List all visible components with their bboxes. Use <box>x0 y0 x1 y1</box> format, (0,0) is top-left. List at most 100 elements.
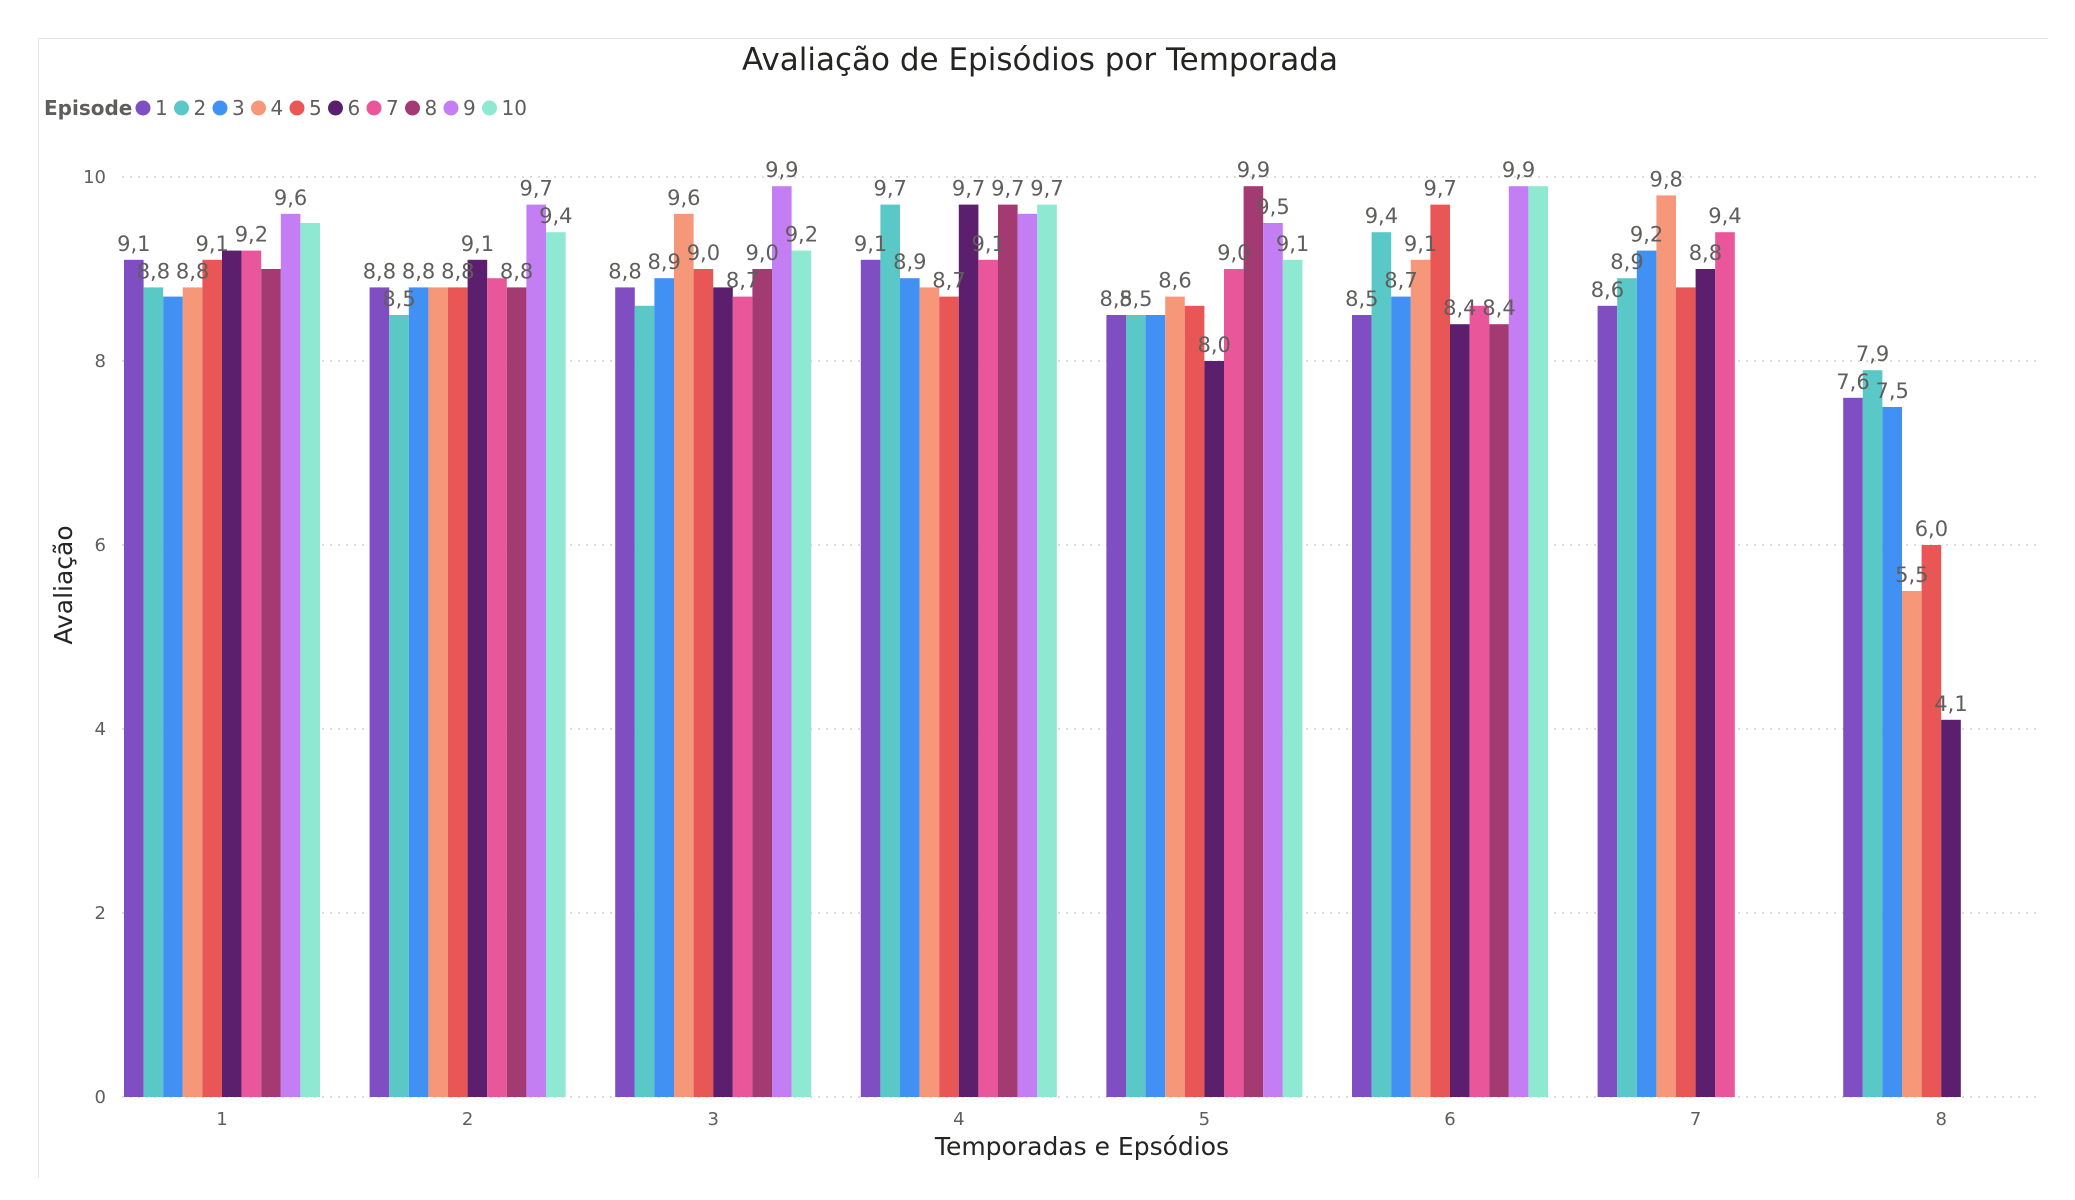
data-label: 9,0 <box>745 241 778 265</box>
data-label: 8,8 <box>176 259 209 283</box>
bar-season-1-episode-5 <box>202 259 222 1097</box>
data-label: 9,1 <box>971 232 1004 256</box>
data-label: 8,4 <box>1443 296 1476 320</box>
bar-season-2-episode-5 <box>448 287 468 1097</box>
bar-season-1-episode-7 <box>241 250 262 1098</box>
x-tick-label: 1 <box>216 1109 227 1130</box>
bar-season-5-episode-2 <box>1126 315 1146 1097</box>
bar-season-7-episode-6 <box>1695 269 1716 1097</box>
legend-marker <box>135 100 151 116</box>
bar-season-5-episode-9 <box>1263 223 1283 1097</box>
data-label: 8,7 <box>1384 269 1417 293</box>
data-label: 9,9 <box>765 158 798 182</box>
data-label: 9,2 <box>235 223 268 247</box>
data-label: 9,7 <box>952 177 985 201</box>
data-labels: 9,18,8 8,89,1 9,29,68,88,58,8 8,89,18,89,79… <box>117 158 1968 716</box>
legend-label: 10 <box>502 96 527 120</box>
legend-title: Episode <box>44 96 132 120</box>
data-label: 9,1 <box>854 232 887 256</box>
data-label: 8,6 <box>1591 278 1624 302</box>
data-label: 8,8 <box>402 259 435 283</box>
data-label: 8,6 <box>1158 269 1191 293</box>
bar-season-2-episode-4 <box>428 287 448 1097</box>
data-label: 4,1 <box>1934 692 1967 716</box>
bar-season-6-episode-2 <box>1371 232 1392 1097</box>
data-label: 8,9 <box>1610 250 1643 274</box>
legend-marker <box>251 100 266 116</box>
bar-season-2-episode-1 <box>369 287 390 1097</box>
data-label: 9,4 <box>1365 204 1398 228</box>
bar-season-3-episode-5 <box>693 269 714 1097</box>
bar-season-1-episode-10 <box>300 223 320 1097</box>
bar-season-3-episode-8 <box>752 269 772 1097</box>
data-label: 8,9 <box>647 250 680 274</box>
bar-season-4-episode-5 <box>939 296 959 1098</box>
bar-season-3-episode-2 <box>634 305 655 1097</box>
data-label: 7,6 <box>1836 370 1869 394</box>
data-label: 9,1 <box>195 232 228 256</box>
data-label: 9,2 <box>1630 223 1663 247</box>
bar-season-5-episode-8 <box>1243 186 1264 1097</box>
bar-season-4-episode-10 <box>1037 204 1057 1098</box>
y-tick-label: 4 <box>95 719 106 740</box>
bar-season-7-episode-7 <box>1715 232 1735 1097</box>
legend-marker <box>212 100 228 116</box>
y-axis-ticks: 0 2 4 6 8 10 <box>83 167 106 1108</box>
data-label: 8,7 <box>726 269 759 293</box>
bar-season-4-episode-3 <box>900 278 920 1097</box>
bar-season-1-episode-8 <box>261 269 281 1097</box>
bar-season-7-episode-3 <box>1636 250 1657 1098</box>
bar-season-3-episode-9 <box>772 186 792 1097</box>
legend-label: 5 <box>309 96 322 120</box>
bar-season-6-episode-6 <box>1450 324 1470 1097</box>
bar-season-1-episode-1 <box>124 259 144 1097</box>
bar-season-3-episode-1 <box>615 287 635 1097</box>
bar-season-4-episode-7 <box>978 259 998 1097</box>
bar-season-5-episode-1 <box>1106 315 1126 1097</box>
y-tick-label: 6 <box>95 535 106 556</box>
data-label: 9,7 <box>991 177 1024 201</box>
legend-marker <box>482 100 497 116</box>
data-label: 8,5 <box>382 287 415 311</box>
data-label: 8,0 <box>1197 333 1230 357</box>
legend-marker <box>366 100 382 116</box>
bar-season-7-episode-5 <box>1676 287 1696 1097</box>
data-label: 9,2 <box>785 223 818 247</box>
data-label: 8,8 <box>1689 241 1722 265</box>
bar-season-2-episode-6 <box>467 259 488 1097</box>
data-label: 9,6 <box>274 186 307 210</box>
x-tick-label: 8 <box>1935 1109 1946 1130</box>
bar-season-8-episode-4 <box>1902 591 1922 1097</box>
bar-season-5-episode-5 <box>1184 305 1205 1097</box>
bar-season-3-episode-7 <box>732 296 753 1098</box>
x-tick-label: 6 <box>1444 1109 1455 1130</box>
bar-season-8-episode-3 <box>1882 407 1902 1097</box>
y-axis-title: Avaliação <box>49 525 78 644</box>
legend: Episode 1 2 3 4 5 6 7 8 9 10 <box>44 96 527 120</box>
legend-label: 1 <box>155 96 168 120</box>
bar-season-6-episode-5 <box>1430 204 1450 1098</box>
legend-label: 8 <box>425 96 438 120</box>
bar-season-1-episode-3 <box>163 296 183 1098</box>
bar-season-2-episode-7 <box>487 278 507 1097</box>
data-label: 9,4 <box>1708 204 1741 228</box>
data-label: 9,0 <box>687 241 720 265</box>
data-label: 9,1 <box>117 232 150 256</box>
bar-season-6-episode-1 <box>1352 315 1372 1097</box>
bar-season-3-episode-10 <box>791 250 812 1098</box>
bar-season-5-episode-10 <box>1282 259 1303 1097</box>
x-tick-label: 7 <box>1690 1109 1701 1130</box>
data-label: 9,1 <box>1404 232 1437 256</box>
data-label: 9,5 <box>1256 195 1289 219</box>
bar-season-6-episode-3 <box>1391 296 1411 1098</box>
bar-season-2-episode-3 <box>408 287 429 1097</box>
bar-season-6-episode-7 <box>1469 305 1490 1097</box>
data-label: 6,0 <box>1915 517 1948 541</box>
data-label: 8,9 <box>893 250 926 274</box>
x-tick-label: 4 <box>953 1109 964 1130</box>
data-label: 9,7 <box>1423 177 1456 201</box>
legend-label: 7 <box>386 96 399 120</box>
bar-season-2-episode-9 <box>526 204 546 1098</box>
bar-season-6-episode-4 <box>1410 259 1431 1097</box>
